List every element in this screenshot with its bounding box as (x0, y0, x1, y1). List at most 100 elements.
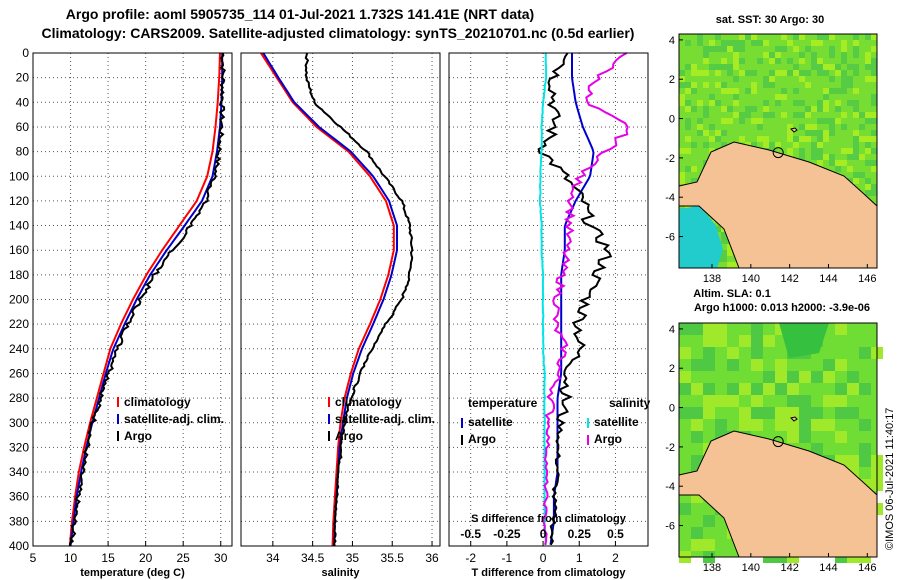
sst-map-pixel (691, 166, 697, 172)
sst-map-pixel (847, 154, 853, 160)
sst-map-island (790, 127, 798, 133)
sla-map-xtick-label: 144 (819, 562, 837, 574)
sst-map-pixel (853, 52, 859, 58)
sla-map-pixel (715, 335, 727, 347)
sst-map-pixel (793, 112, 799, 118)
sst-map-pixel (817, 70, 823, 76)
sst-map-pixel (799, 124, 805, 130)
sst-map-pixel (679, 148, 685, 154)
sst-map-pixel (811, 142, 817, 148)
sla-map-pixel (799, 371, 811, 383)
sst-map-pixel (817, 64, 823, 70)
difference-series-temperature-satellite (549, 53, 595, 545)
sst-map-pixel (739, 136, 745, 142)
sst-map-title: sat. SST: 30 Argo: 30 (716, 14, 824, 26)
sst-map-pixel (787, 58, 793, 64)
sst-map-pixel (793, 142, 799, 148)
sla-map-pixel (859, 443, 871, 455)
sst-map-pixel (721, 250, 727, 256)
sst-map-pixel (757, 124, 763, 130)
salinity-diff-xlabel: S difference from climatology (471, 513, 627, 525)
sst-map-pixel (853, 148, 859, 154)
sst-map-pixel (865, 58, 871, 64)
salinity-xtick-label: 35.5 (381, 551, 405, 565)
sla-map-pixel (799, 431, 811, 443)
sst-map-pixel (871, 58, 877, 64)
sst-map-pixel (829, 118, 835, 124)
sst-map-pixel (733, 100, 739, 106)
sst-map-pixel (715, 64, 721, 70)
sla-map-pixel (835, 431, 847, 443)
sst-map-pixel (835, 118, 841, 124)
difference-xtick-label: -1 (502, 551, 513, 565)
sla-map-pixel (751, 347, 763, 359)
temperature-series-climatology (68, 52, 221, 547)
sst-map-pixel (799, 154, 805, 160)
sst-map-pixel (799, 58, 805, 64)
temperature-xtick-label: 30 (214, 551, 228, 565)
sla-map-ytick-label: -6 (665, 521, 675, 533)
sst-map-pixel (721, 82, 727, 88)
sst-map-pixel (715, 34, 721, 40)
sst-map-pixel (841, 52, 847, 58)
sst-map-pixel (853, 46, 859, 52)
sst-map-pixel (871, 184, 877, 190)
sla-map-pixel (679, 383, 691, 395)
sst-map-pixel (763, 142, 769, 148)
sst-map-pixel (721, 130, 727, 136)
sla-map-pixel (751, 407, 763, 419)
sst-map-pixel (865, 34, 871, 40)
sst-map-pixel (787, 148, 793, 154)
difference-xtick-label: 1 (576, 551, 583, 565)
depth-tick-label: 300 (9, 416, 29, 430)
difference-series-temperature-argo (537, 52, 613, 546)
sst-map-pixel (739, 70, 745, 76)
depth-tick-label: 220 (9, 317, 29, 331)
sla-map-pixel (739, 383, 751, 395)
sst-map-pixel (805, 124, 811, 130)
sst-map-pixel (697, 70, 703, 76)
sla-map-pixel (799, 419, 811, 431)
sst-map-pixel (751, 40, 757, 46)
sst-map-pixel (829, 88, 835, 94)
sst-map-pixel (799, 76, 805, 82)
sla-map-pixel (799, 395, 811, 407)
sst-map-pixel (745, 70, 751, 76)
sst-map-pixel (865, 118, 871, 124)
sst-map-pixel (775, 46, 781, 52)
sst-map-pixel (793, 70, 799, 76)
sst-map-pixel (685, 88, 691, 94)
sst-map-pixel (691, 64, 697, 70)
sla-map-ytick-label: 0 (669, 403, 675, 415)
sst-map-pixel (823, 88, 829, 94)
sla-map-pixel (847, 455, 859, 467)
sst-map-pixel (853, 106, 859, 112)
sst-map-pixel (781, 46, 787, 52)
diff-legend-label: Argo (468, 432, 496, 446)
sst-map-pixel (721, 58, 727, 64)
sst-map-pixel (691, 178, 697, 184)
salinity-panel: 34 34.5 35 35.5 36 salinity climatology satelli… (240, 52, 441, 579)
sla-map-pixel (835, 395, 847, 407)
sst-map-pixel (841, 58, 847, 64)
sla-map-ytick-label: 2 (669, 363, 675, 375)
sst-map-pixel (715, 70, 721, 76)
sst-map-pixel (685, 136, 691, 142)
sst-map-ytick-label: -2 (665, 153, 675, 165)
sst-map-pixel (871, 64, 877, 70)
sst-map-pixel (769, 52, 775, 58)
sst-map-pixel (841, 148, 847, 154)
sst-map-pixel (769, 142, 775, 148)
sla-map-argo-marker (772, 436, 784, 448)
temperature-panel: 5 10 15 20 25 30 temperature (deg C) 0 20 40 60 80 1… (9, 46, 233, 579)
salinity-diff-tick-label: -0.5 (460, 527, 481, 541)
sla-map-pixel (787, 371, 799, 383)
sst-map-pixel (817, 118, 823, 124)
sst-map-pixel (865, 184, 871, 190)
sst-map-pixel (733, 112, 739, 118)
sla-map-pixel (775, 383, 787, 395)
sst-map: 138 140 142 144 146 4 2 0 -2 -4 -6 (665, 33, 878, 285)
sst-map-pixel (763, 76, 769, 82)
sst-map-pixel (727, 70, 733, 76)
